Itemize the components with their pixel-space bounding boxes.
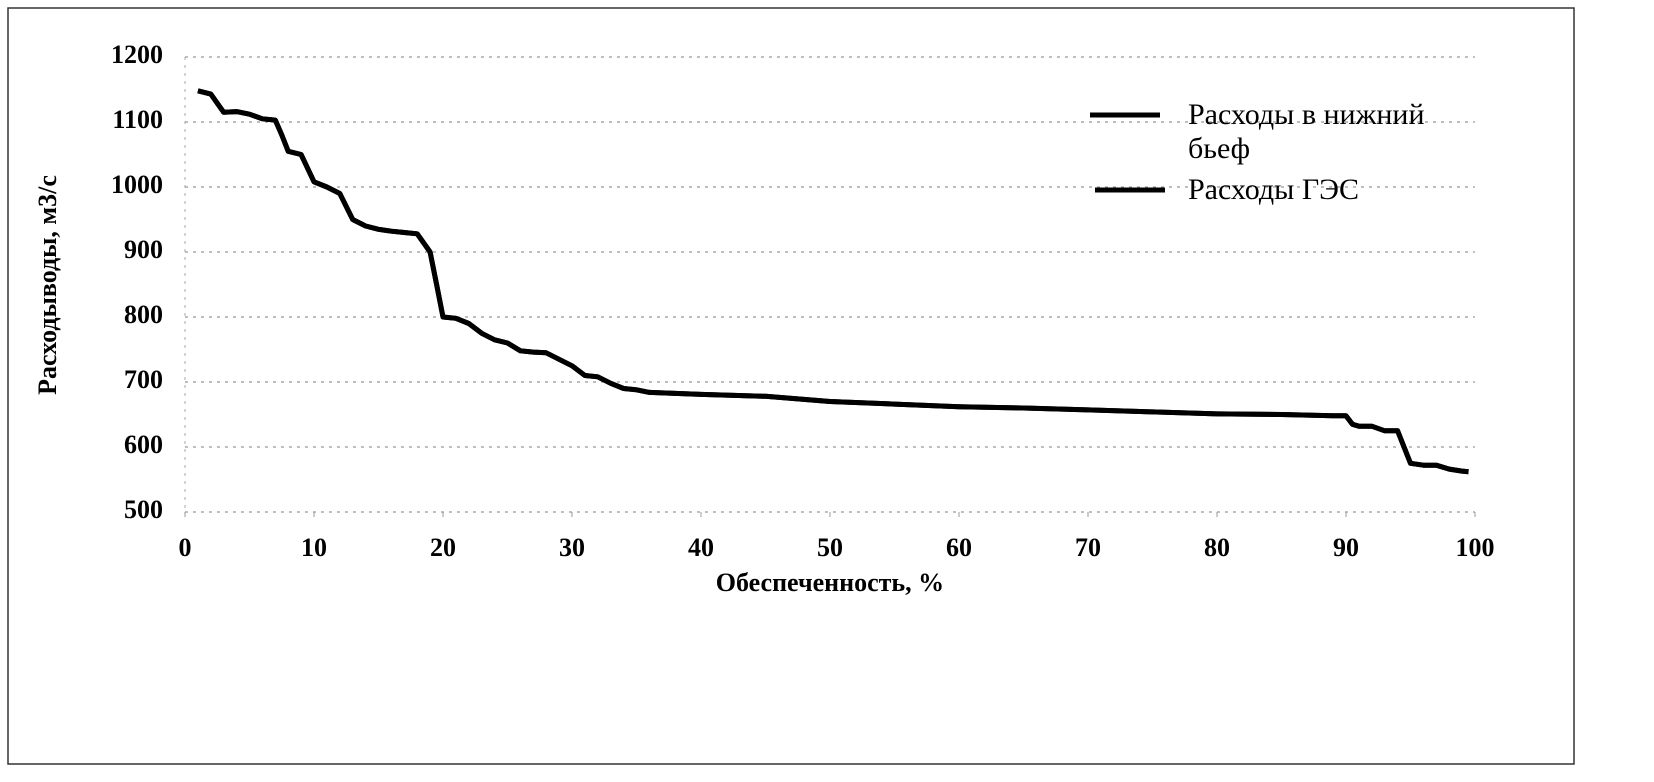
y-tick-label: 700 xyxy=(124,365,163,394)
y-tick-label: 600 xyxy=(124,430,163,459)
x-tick-label: 10 xyxy=(301,533,327,562)
x-tick-label: 60 xyxy=(946,533,972,562)
x-tick-label: 70 xyxy=(1075,533,1101,562)
y-tick-label: 900 xyxy=(124,235,163,264)
frame xyxy=(7,7,1575,765)
legend-label: Расходы ГЭС xyxy=(1188,173,1359,206)
y-tick-label: 1100 xyxy=(112,105,163,134)
series-line xyxy=(197,88,1469,475)
y-tick-label: 1000 xyxy=(111,170,163,199)
x-tick-label: 50 xyxy=(817,533,843,562)
x-tick-label: 30 xyxy=(559,533,585,562)
x-tick-label: 90 xyxy=(1333,533,1359,562)
x-tick-label: 40 xyxy=(688,533,714,562)
y-tick-label: 500 xyxy=(124,495,163,524)
y-tick-label: 1200 xyxy=(111,40,163,69)
x-tick-label: 20 xyxy=(430,533,456,562)
y-axis-label: Расходыводы, м3/с xyxy=(33,175,62,395)
y-tick-label: 800 xyxy=(124,300,163,329)
legend-label: Расходы в нижний бьеф xyxy=(1188,98,1425,165)
x-axis-label: Обеспеченность, % xyxy=(716,568,944,597)
x-tick-label: 100 xyxy=(1456,533,1495,562)
x-tick-label: 0 xyxy=(179,533,192,562)
x-tick-label: 80 xyxy=(1204,533,1230,562)
